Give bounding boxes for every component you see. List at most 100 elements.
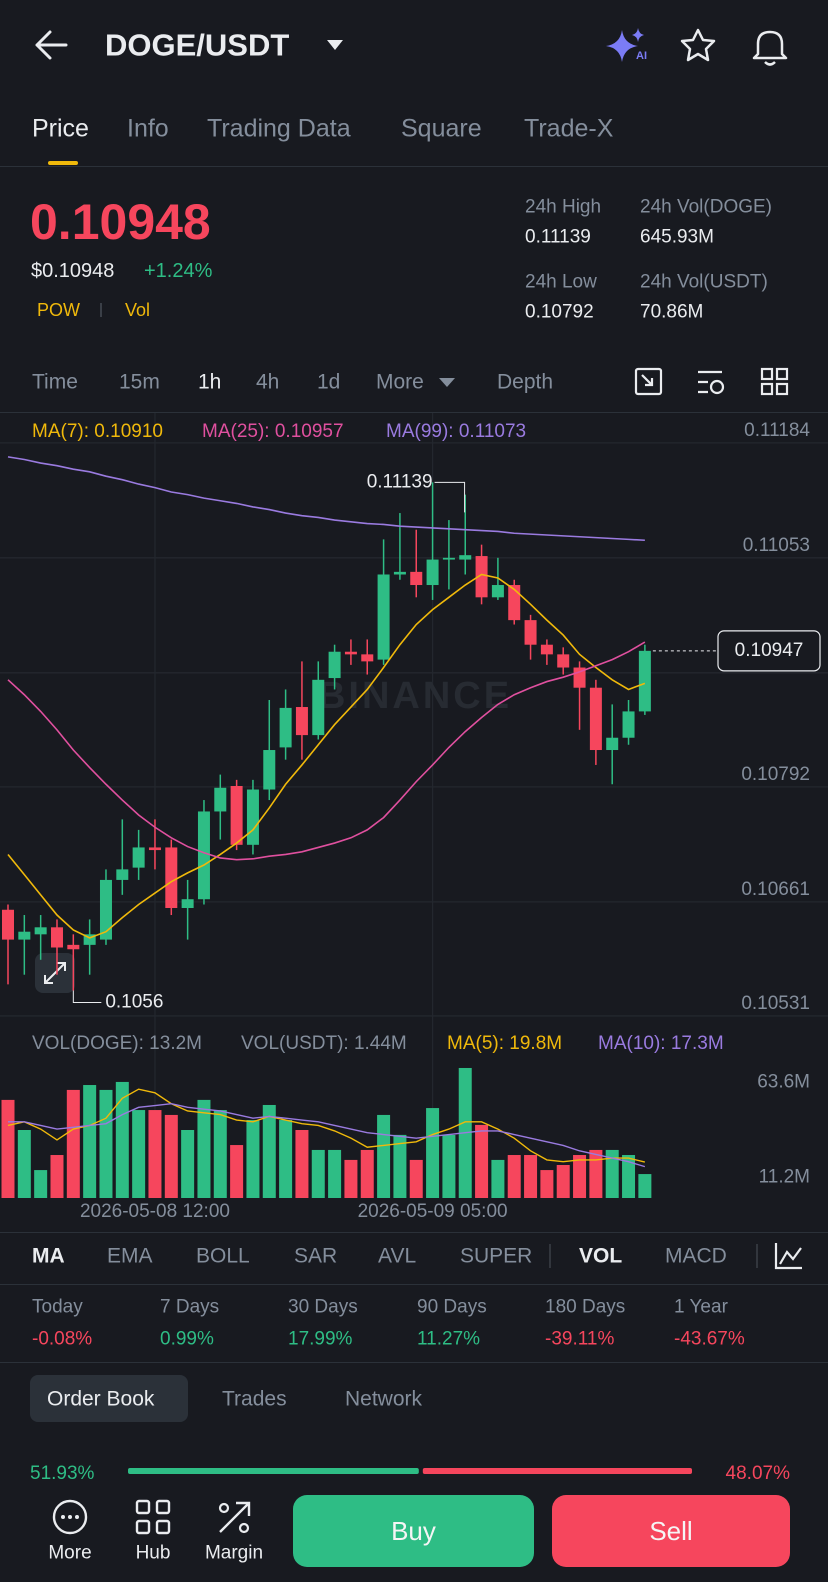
candle-body — [491, 585, 504, 598]
indicator-tab[interactable]: EMA — [107, 1244, 153, 1268]
buy-ratio-label: 51.93% — [30, 1463, 95, 1484]
volume-bar — [589, 1149, 603, 1198]
interval[interactable]: More — [376, 370, 424, 394]
layout-icon[interactable] — [760, 367, 789, 396]
ma-line — [7, 573, 646, 939]
pair-title[interactable]: DOGE/USDT — [105, 27, 290, 63]
tab[interactable]: Trading Data — [207, 114, 351, 143]
chart-settings-icon[interactable] — [774, 1243, 802, 1270]
alert-icon[interactable] — [752, 30, 788, 66]
interval[interactable]: 15m — [119, 370, 160, 394]
indicator-tab[interactable]: AVL — [378, 1244, 417, 1268]
nav-label[interactable]: Hub — [135, 1542, 171, 1564]
volume-ma-line — [7, 1088, 646, 1163]
separator — [0, 1284, 828, 1285]
tag[interactable]: Vol — [125, 300, 151, 320]
interval[interactable]: Time — [32, 370, 78, 394]
volume-bar — [246, 1120, 260, 1198]
nav-icon[interactable] — [218, 1501, 251, 1534]
expand-icon[interactable] — [35, 953, 75, 993]
tab[interactable]: Square — [401, 114, 482, 143]
volume-bar — [491, 1159, 505, 1198]
volume-bar — [442, 1134, 456, 1198]
candle-body — [132, 847, 145, 868]
volume-bar — [556, 1164, 570, 1198]
ma-legend: MA(7): 0.10910 — [32, 421, 163, 442]
indicator-tab[interactable]: BOLL — [196, 1244, 250, 1268]
stat-label: 24h Low — [525, 271, 597, 293]
svg-text:AI: AI — [636, 50, 647, 62]
volume-bar — [262, 1104, 276, 1198]
sell-button[interactable]: Sell — [552, 1495, 790, 1567]
candle-body — [116, 869, 129, 880]
volume-bar — [295, 1129, 309, 1198]
ai-icon[interactable]: AI — [606, 28, 647, 62]
candle-body — [442, 557, 455, 560]
order-tab[interactable]: Network — [345, 1387, 423, 1411]
period-change: -39.11% — [545, 1328, 615, 1350]
volume-bar — [409, 1159, 423, 1198]
candle-body — [197, 811, 210, 900]
interval[interactable]: 4h — [256, 370, 280, 394]
indicator-tab[interactable]: VOL — [579, 1244, 623, 1268]
nav-label[interactable]: Margin — [204, 1542, 264, 1564]
low-pointer — [72, 990, 102, 1004]
volume-bar — [605, 1149, 619, 1198]
volume-bar — [230, 1145, 244, 1198]
tab[interactable]: Trade-X — [524, 114, 614, 143]
interval[interactable]: 1h — [198, 370, 222, 394]
indicator-tab[interactable]: MACD — [665, 1244, 727, 1268]
volume-bar — [507, 1155, 521, 1198]
candle-body — [475, 556, 488, 598]
fullscreen-icon[interactable] — [634, 367, 663, 396]
tag[interactable]: POW — [37, 300, 80, 320]
indicator-tab[interactable]: SUPER — [460, 1244, 533, 1268]
x-tick-label: 2026-05-09 05:00 — [358, 1201, 508, 1222]
buy-button[interactable]: Buy — [293, 1495, 534, 1567]
indicator-tab[interactable]: SAR — [294, 1244, 338, 1268]
pair-dropdown[interactable] — [327, 40, 343, 50]
tab[interactable]: Price — [32, 114, 89, 143]
volume-bar — [638, 1174, 652, 1198]
settings-icon[interactable] — [698, 370, 725, 395]
ma-line — [7, 456, 645, 542]
indicator-tab[interactable]: MA — [32, 1244, 65, 1268]
favorite-icon[interactable] — [680, 28, 716, 62]
y-tick-label: 0.11053 — [743, 535, 810, 556]
candle-body — [34, 927, 47, 935]
watermark: BINANCE — [318, 675, 512, 717]
last-price-box — [717, 630, 821, 672]
volume-bar — [115, 1081, 129, 1198]
nav-label[interactable]: More — [48, 1542, 92, 1564]
more-dropdown[interactable] — [439, 378, 455, 387]
interval[interactable]: 1d — [317, 370, 341, 394]
volume-bar — [328, 1149, 342, 1198]
interval[interactable]: Depth — [497, 370, 554, 394]
period-change: -43.67% — [674, 1328, 745, 1350]
volume-bar — [573, 1155, 587, 1198]
candle-body — [263, 750, 276, 790]
nav-icon[interactable] — [135, 1499, 171, 1535]
candle-body — [279, 707, 292, 748]
back-arrow[interactable] — [35, 30, 68, 60]
price-change: +1.24% — [144, 260, 213, 282]
volume-bar — [360, 1149, 374, 1198]
volume-bar — [132, 1110, 146, 1198]
ma-line — [7, 641, 646, 861]
candle-body — [165, 847, 178, 909]
order-tab[interactable]: Trades — [222, 1387, 287, 1411]
volume-bar — [622, 1155, 636, 1198]
x-tick-label: 2026-05-08 12:00 — [80, 1201, 230, 1222]
stat-label: 24h Vol(USDT) — [640, 271, 768, 293]
candle-body — [361, 654, 374, 662]
order-tab[interactable]: Order Book — [47, 1387, 155, 1411]
candle-body — [181, 899, 194, 909]
candle-body — [295, 707, 308, 736]
volume-bar — [34, 1170, 48, 1198]
volume-legend: VOL(USDT): 1.44M — [241, 1033, 407, 1054]
y-tick-label: 0.11184 — [744, 420, 810, 441]
candle-body — [508, 585, 521, 621]
tab[interactable]: Info — [127, 114, 169, 143]
nav-icon[interactable] — [52, 1499, 88, 1535]
